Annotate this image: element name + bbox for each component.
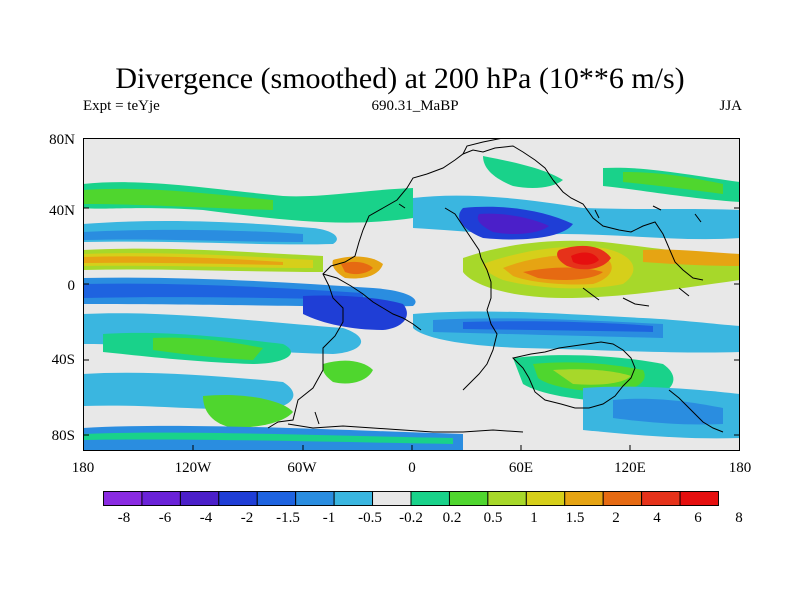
colorbar-label: 4	[653, 510, 661, 526]
x-tick-label: 120W	[174, 460, 212, 476]
contour-band	[303, 295, 407, 330]
axis-ticks	[83, 138, 740, 451]
colorbar-swatch	[525, 491, 566, 506]
colorbar-swatch	[410, 491, 450, 506]
colorbar-label: -1.5	[276, 510, 300, 526]
colorbar-swatch	[487, 491, 527, 506]
x-tick-label: 60E	[508, 460, 534, 476]
contour-band	[477, 213, 549, 234]
contour-band	[463, 321, 653, 332]
contour-band	[483, 156, 563, 188]
y-tick-label: 80N	[49, 132, 75, 148]
contour-band	[83, 229, 303, 242]
colorbar-label: 1.5	[565, 510, 585, 526]
colorbar-label: -4	[199, 510, 213, 526]
colorbar-swatch	[602, 491, 643, 506]
experiment-label: Expt = teYje	[83, 98, 160, 114]
colorbar-label: 0.5	[483, 510, 503, 526]
contour-band	[83, 256, 283, 265]
colorbar-label: 8	[735, 510, 743, 526]
colorbar-label: -2	[240, 510, 254, 526]
contour-band	[643, 249, 740, 266]
colorbar-swatch	[448, 491, 489, 506]
colorbar-label: 1	[530, 510, 538, 526]
colorbar-label: -0.5	[358, 510, 382, 526]
contour-band	[83, 432, 453, 444]
x-tick-label: 60W	[287, 460, 317, 476]
contour-band	[153, 337, 263, 360]
contour-band	[83, 283, 363, 300]
contour-band	[623, 172, 723, 194]
x-tick-label: 180	[728, 460, 752, 476]
x-tick-label: 120E	[614, 460, 646, 476]
contour-band	[203, 394, 293, 428]
colorbar-swatch	[256, 491, 297, 506]
colorbar-swatch	[179, 491, 220, 506]
colorbar-label: -8	[117, 510, 131, 526]
colorbar-swatch	[372, 491, 412, 506]
colorbar-swatch	[679, 491, 719, 506]
colorbar-swatch	[564, 491, 604, 506]
colorbar-swatch	[218, 491, 258, 506]
y-tick-label: 0	[67, 278, 76, 294]
y-tick-label: 40S	[51, 352, 75, 368]
contour-band	[523, 267, 603, 280]
y-tick-label: 40N	[49, 203, 75, 219]
period-label: 690.31_MaBP	[371, 98, 459, 114]
season-label: JJA	[719, 98, 742, 114]
coastlines	[267, 138, 724, 433]
colorbar-label: 2	[612, 510, 620, 526]
colorbar-label: 0.2	[442, 510, 462, 526]
map-title: Divergence (smoothed) at 200 hPa (10**6 …	[115, 62, 685, 95]
colorbar-label: -0.2	[399, 510, 423, 526]
colorbar-swatch	[141, 491, 181, 506]
divergence-map	[83, 138, 740, 451]
x-tick-label: 180	[71, 460, 95, 476]
contour-band	[83, 188, 273, 210]
contour-band	[341, 261, 373, 275]
colorbar-swatch	[641, 491, 681, 506]
colorbar-label: 6	[694, 510, 702, 526]
contour-band	[613, 398, 723, 425]
colorbar	[103, 491, 719, 506]
contour-band	[553, 369, 631, 385]
colorbar-swatch	[295, 491, 335, 506]
colorbar-swatch	[103, 491, 143, 506]
y-tick-label: 80S	[51, 428, 75, 444]
contour-band	[322, 360, 373, 384]
contour-band	[571, 252, 599, 265]
colorbar-swatch	[333, 491, 374, 506]
colorbar-label: -6	[158, 510, 172, 526]
x-tick-label: 0	[408, 460, 416, 476]
colorbar-label: -1	[322, 510, 336, 526]
